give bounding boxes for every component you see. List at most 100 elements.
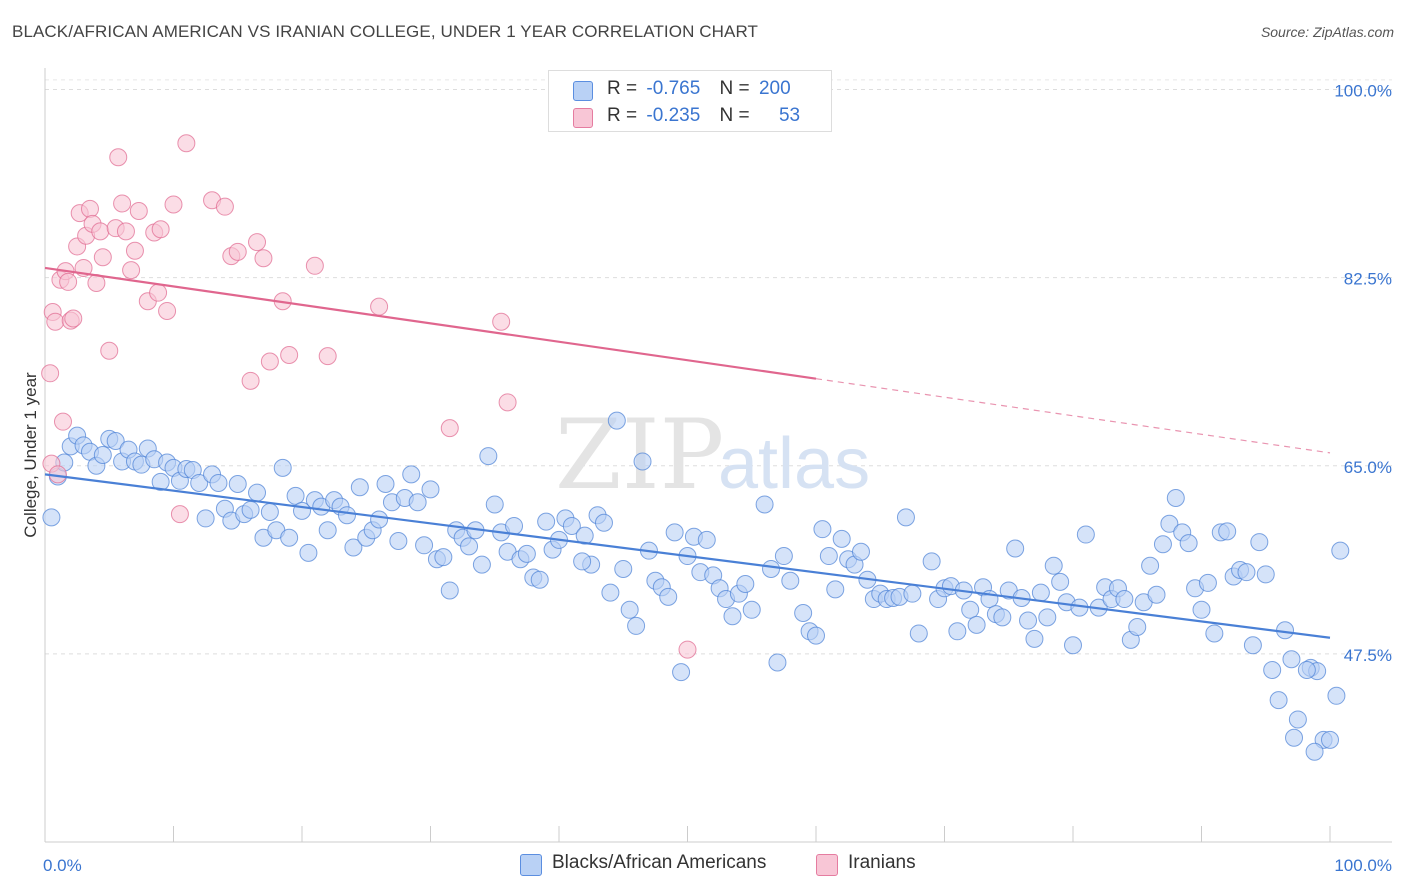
data-point-blacks	[794, 604, 813, 623]
legend-swatch-iranians	[573, 108, 593, 128]
data-point-iranians	[241, 371, 260, 390]
data-point-blacks	[1147, 585, 1166, 604]
watermark: ZIP atlas	[555, 399, 870, 511]
data-point-blacks	[909, 624, 928, 643]
data-point-blacks	[1198, 573, 1217, 592]
data-point-blacks	[1128, 618, 1147, 636]
data-point-blacks	[1327, 686, 1346, 705]
data-point-blacks	[1141, 556, 1160, 575]
data-point-blacks	[1051, 572, 1070, 591]
legend-r-value: -0.765	[646, 78, 701, 99]
data-point-blacks	[1237, 563, 1256, 582]
data-point-blacks	[1179, 534, 1198, 553]
data-point-blacks	[1038, 608, 1057, 627]
data-point-blacks	[1263, 661, 1282, 679]
data-point-blacks	[601, 583, 620, 602]
data-point-blacks	[485, 495, 504, 514]
data-point-blacks	[273, 458, 292, 477]
trend-line-iranians	[44, 266, 817, 380]
legend-r-label: R =	[607, 105, 638, 126]
legend-n-label: N =	[719, 78, 750, 99]
data-point-iranians	[164, 195, 183, 214]
data-point-blacks	[196, 509, 215, 528]
data-point-iranians	[440, 419, 459, 438]
data-point-blacks	[505, 516, 524, 535]
data-point-blacks	[248, 483, 267, 502]
data-point-blacks	[826, 580, 845, 599]
data-point-blacks	[1243, 636, 1262, 655]
y-tick-label: 65.0%	[1344, 458, 1392, 477]
data-point-blacks	[151, 472, 170, 491]
data-point-iranians	[113, 194, 132, 213]
data-point-blacks	[42, 508, 61, 527]
y-tick-label: 100.0%	[1334, 82, 1392, 101]
data-point-blacks	[1006, 539, 1025, 558]
data-point-blacks	[967, 615, 986, 634]
data-point-blacks	[1115, 590, 1134, 609]
data-point-blacks	[1031, 583, 1050, 602]
data-point-iranians	[170, 505, 189, 524]
data-point-blacks	[774, 547, 793, 566]
data-point-iranians	[151, 220, 170, 239]
data-point-blacks	[665, 523, 684, 542]
data-point-blacks	[742, 600, 761, 619]
bottom-legend-label-blacks: Blacks/African Americans	[552, 852, 767, 873]
data-point-blacks	[755, 495, 774, 514]
data-point-blacks	[517, 544, 536, 563]
data-point-blacks	[961, 600, 980, 619]
data-point-blacks	[575, 526, 594, 545]
chart-source: Source: ZipAtlas.com	[1260, 24, 1394, 40]
data-point-blacks	[350, 478, 369, 497]
data-point-blacks	[620, 600, 639, 619]
data-point-blacks	[106, 432, 125, 451]
data-point-blacks	[421, 480, 440, 499]
data-point-blacks	[440, 581, 459, 600]
data-point-blacks	[819, 547, 838, 566]
data-point-blacks	[190, 473, 209, 492]
bottom-legend-swatch-iranians	[816, 854, 838, 876]
data-point-iranians	[80, 199, 99, 218]
data-point-blacks	[1282, 650, 1301, 669]
data-point-iranians	[122, 261, 141, 280]
data-point-iranians	[260, 352, 279, 371]
legend-n-label: N =	[719, 105, 750, 126]
data-point-blacks	[415, 536, 434, 555]
data-point-blacks	[228, 475, 247, 494]
data-point-blacks	[807, 626, 825, 645]
data-point-blacks	[736, 575, 755, 593]
data-point-blacks	[832, 529, 851, 548]
data-point-blacks	[922, 552, 941, 571]
x-tick-label-max: 100.0%	[1334, 856, 1392, 875]
data-point-iranians	[116, 222, 135, 241]
data-point-iranians	[492, 312, 511, 331]
data-point-blacks	[209, 473, 228, 492]
data-point-blacks	[537, 512, 556, 531]
data-point-iranians	[125, 241, 144, 260]
data-point-blacks	[594, 513, 613, 532]
data-point-iranians	[46, 312, 65, 331]
data-point-blacks	[472, 555, 491, 574]
y-tick-label: 82.5%	[1344, 270, 1392, 289]
data-point-blacks	[903, 584, 922, 603]
data-point-blacks	[1153, 535, 1172, 554]
legend-r-label: R =	[607, 78, 638, 99]
data-point-blacks	[1064, 636, 1082, 655]
data-point-blacks	[659, 587, 678, 606]
legend-r-value: -0.235	[646, 105, 701, 126]
data-point-blacks	[1285, 728, 1304, 747]
data-point-blacks	[1288, 710, 1307, 729]
data-point-blacks	[299, 543, 318, 562]
data-point-blacks	[93, 446, 112, 464]
data-point-blacks	[1250, 533, 1269, 552]
data-point-blacks	[318, 521, 337, 540]
data-point-blacks	[1297, 661, 1316, 679]
data-point-blacks	[479, 447, 498, 466]
data-point-iranians	[280, 346, 299, 365]
y-tick-label: 47.5%	[1344, 646, 1392, 665]
data-point-blacks	[851, 542, 870, 561]
data-point-iranians	[109, 148, 128, 167]
data-point-blacks	[1192, 600, 1211, 619]
data-point-blacks	[1044, 556, 1063, 575]
data-point-blacks	[1025, 629, 1044, 648]
data-point-blacks	[460, 537, 479, 556]
